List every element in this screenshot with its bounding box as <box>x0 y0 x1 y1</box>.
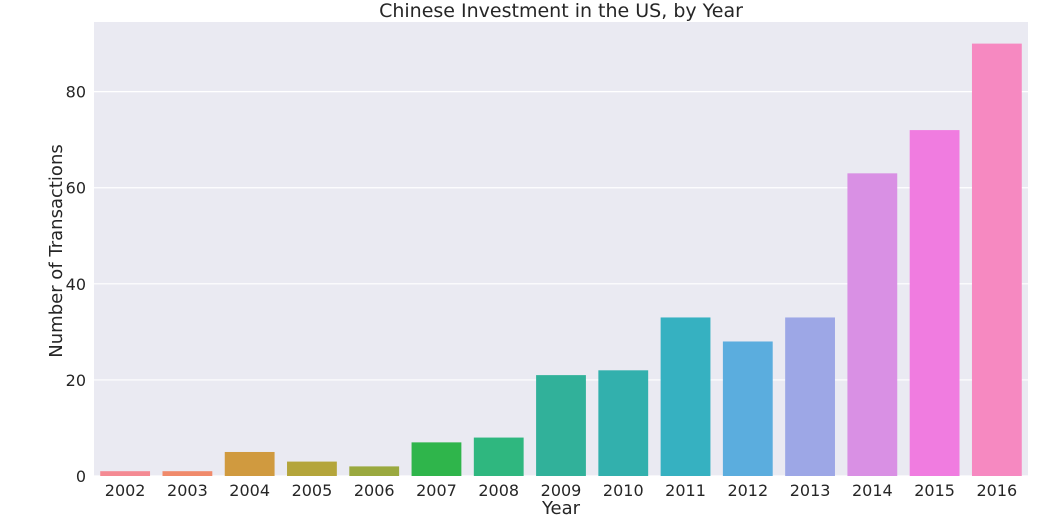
y-tick-label: 20 <box>66 371 86 390</box>
x-tick-label: 2002 <box>105 481 146 500</box>
bar-2012 <box>722 341 773 476</box>
x-tick-label: 2009 <box>541 481 582 500</box>
bar-2011 <box>660 317 711 476</box>
bar-2014 <box>847 173 898 477</box>
x-tick-label: 2003 <box>167 481 208 500</box>
x-tick-label: 2014 <box>852 481 893 500</box>
bar-2009 <box>536 375 586 476</box>
x-tick-label: 2007 <box>416 481 457 500</box>
x-tick-label: 2011 <box>665 481 706 500</box>
y-tick-label: 40 <box>66 275 86 294</box>
chart-title: Chinese Investment in the US, by Year <box>379 0 743 22</box>
x-tick-label: 2006 <box>354 481 395 500</box>
bar-2006 <box>349 466 400 476</box>
x-axis-ticks: 2002 2003 2004 2005 2006 2007 2008 2009 2010 2011… <box>105 481 1017 500</box>
bar-2003 <box>162 471 213 476</box>
y-tick-label: 60 <box>66 179 86 198</box>
y-axis-label: Number of Transactions <box>46 144 67 357</box>
x-tick-label: 2013 <box>790 481 831 500</box>
bar-2002 <box>100 471 151 476</box>
bar-2013 <box>785 317 835 476</box>
y-tick-label: 0 <box>76 467 86 486</box>
x-tick-label: 2005 <box>292 481 333 500</box>
bar-2008 <box>473 437 524 476</box>
bar-2016 <box>971 43 1022 476</box>
x-tick-label: 2010 <box>603 481 644 500</box>
x-axis-label: Year <box>541 498 581 519</box>
x-tick-label: 2012 <box>727 481 768 500</box>
bar-2015 <box>909 130 960 476</box>
x-tick-label: 2008 <box>478 481 519 500</box>
x-tick-label: 2016 <box>977 481 1018 500</box>
y-tick-label: 80 <box>66 83 86 102</box>
bar-2005 <box>287 461 337 476</box>
bar-2004 <box>224 451 275 476</box>
bars <box>100 43 1022 477</box>
bar-2010 <box>598 370 649 476</box>
y-axis-ticks: 0 20 40 60 80 <box>66 83 86 486</box>
bar-2007 <box>411 442 462 476</box>
x-tick-label: 2015 <box>914 481 955 500</box>
x-tick-label: 2004 <box>229 481 270 500</box>
